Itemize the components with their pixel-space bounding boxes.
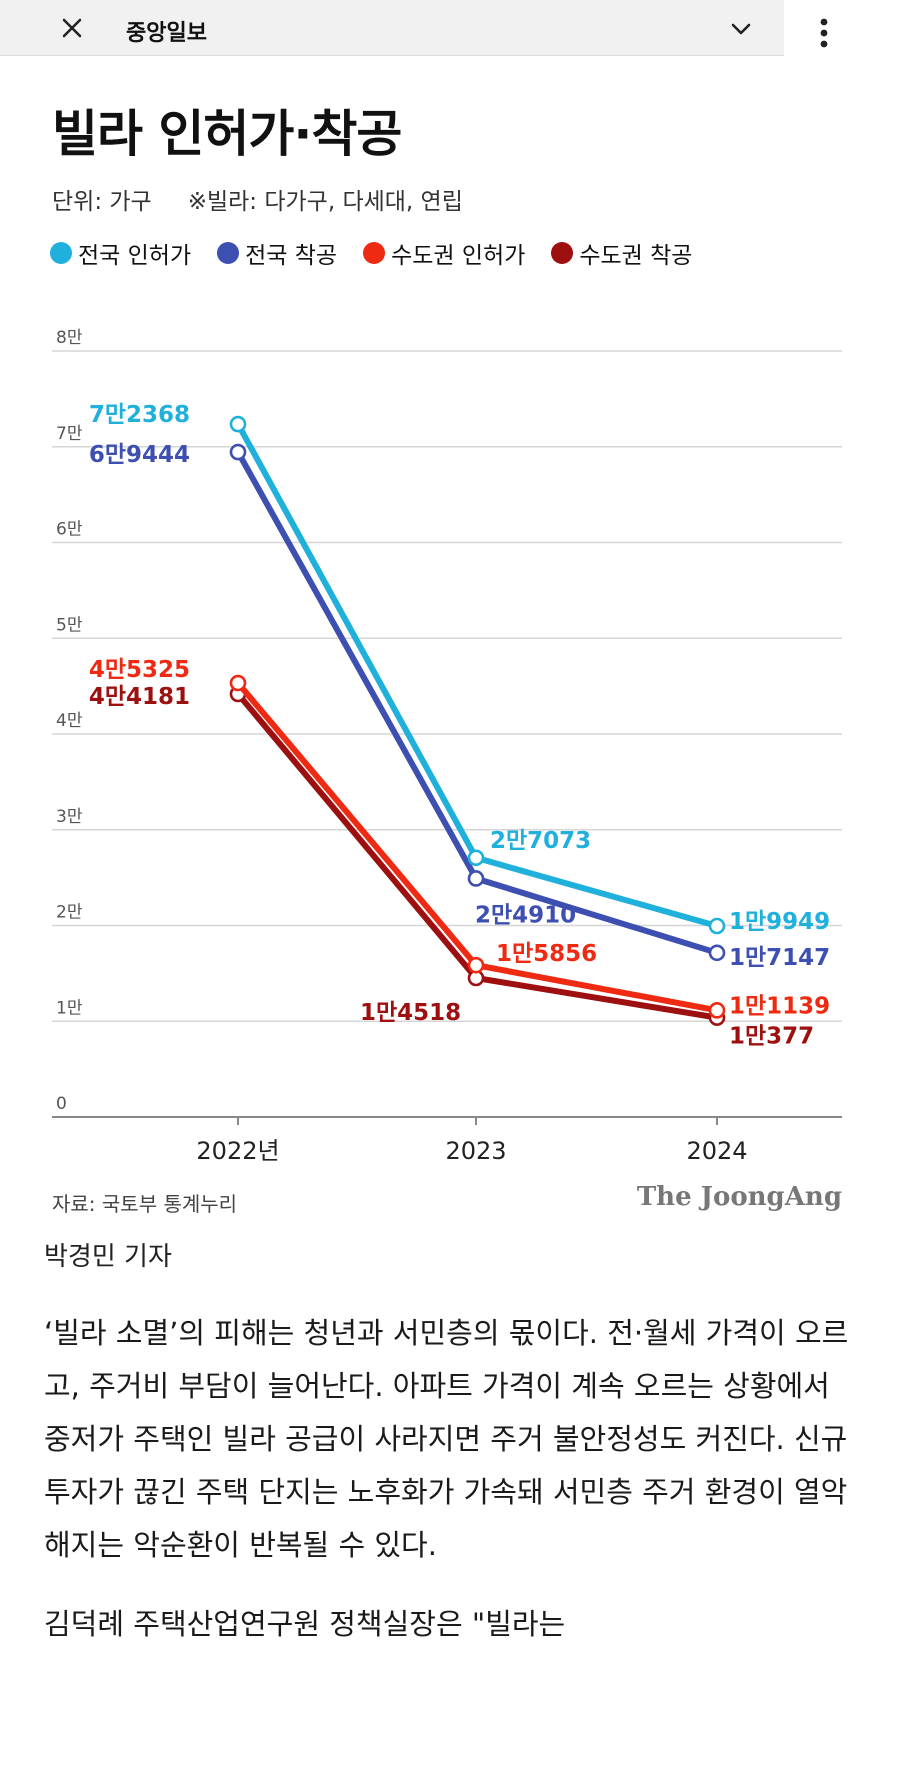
legend-swatch [363, 242, 386, 264]
legend-label: 전국 착공 [245, 243, 338, 269]
data-point [467, 870, 485, 887]
y-tick-label: 3만 [56, 807, 83, 827]
article-paragraph: ‘빌라 소멸’의 피해는 청년과 서민층의 몫이다. 전·월세 가격이 오르고,… [44, 1316, 849, 1562]
legend-swatch [50, 242, 72, 264]
data-point [229, 674, 247, 692]
y-tick-label: 7만 [56, 424, 83, 444]
data-label: 4만5325 [89, 657, 190, 683]
data-label: 2만4910 [475, 902, 576, 928]
x-tick-label: 2023 [445, 1137, 506, 1165]
legend-label: 수도권 인허가 [391, 243, 526, 269]
legend-item-metro-permit: 수도권 인허가 [363, 236, 525, 270]
data-label: 4만4181 [89, 684, 190, 710]
article-body: 박경민 기자 ‘빌라 소멸’의 피해는 청년과 서민층의 몫이다. 전·월세 가… [44, 1236, 864, 1677]
chart-figure: 빌라 인허가·착공 단위: 가구 ※빌라: 다가구, 다세대, 연립 전국 인허가… [0, 70, 900, 1250]
y-tick-label: 5만 [56, 615, 83, 635]
legend-item-national-start: 전국 착공 [217, 236, 337, 270]
brand-logo: The JoongAng [636, 1182, 842, 1212]
data-point [229, 415, 247, 433]
legend-item-national-permit: 전국 인허가 [50, 236, 191, 270]
y-tick-label: 1만 [56, 998, 83, 1018]
publication-title: 중앙일보 [126, 21, 207, 46]
top-bar: 중앙일보 [0, 0, 784, 56]
data-label: 6만9444 [89, 442, 190, 468]
data-label: 1만377 [729, 1024, 814, 1050]
chart-title: 빌라 인허가·착공 [52, 105, 402, 163]
legend-swatch [217, 242, 240, 264]
legend-item-metro-start: 수도권 착공 [551, 236, 692, 270]
chart-legend: 전국 인허가 전국 착공 수도권 인허가 수도권 착공 [50, 236, 692, 270]
y-tick-label: 2만 [56, 903, 83, 923]
close-icon[interactable] [56, 12, 88, 44]
y-tick-label: 0 [56, 1094, 67, 1114]
line-chart-plot: 0 1만 2만 3만 4만 5만 6만 7만 8만 2022년 2023 2024 7만2368 2만70… [52, 328, 842, 1165]
data-label: 1만9949 [729, 909, 830, 935]
more-vertical-icon[interactable] [800, 12, 848, 56]
data-point [467, 956, 485, 974]
x-tick-label: 2022년 [196, 1137, 279, 1165]
chart-unit-note: 단위: 가구 ※빌라: 다가구, 다세대, 연립 [52, 182, 463, 216]
y-tick-label: 4만 [56, 711, 83, 731]
data-label: 7만2368 [89, 402, 190, 428]
y-tick-label: 6만 [56, 520, 83, 540]
data-point [467, 849, 485, 867]
y-tick-label: 8만 [56, 328, 83, 348]
byline: 박경민 기자 [44, 1242, 172, 1272]
data-point [708, 944, 726, 962]
data-source: 자료: 국토부 통계누리 [52, 1192, 238, 1216]
data-label: 1만4518 [360, 1000, 461, 1026]
legend-label: 전국 인허가 [78, 243, 192, 269]
chevron-down-icon[interactable] [726, 14, 756, 44]
data-label: 1만7147 [729, 945, 830, 971]
legend-label: 수도권 착공 [579, 243, 693, 269]
data-point [229, 443, 247, 461]
unit-label: 단위: 가구 [52, 189, 152, 215]
data-label: 1만5856 [496, 941, 597, 967]
villa-definition-note: ※빌라: 다가구, 다세대, 연립 [187, 189, 463, 215]
data-point [708, 917, 726, 935]
legend-swatch [551, 242, 574, 264]
data-label: 1만1139 [729, 993, 830, 1019]
data-label: 2만7073 [490, 828, 591, 854]
data-point [708, 1002, 726, 1019]
x-tick-label: 2024 [686, 1137, 747, 1165]
article-paragraph: 김덕례 주택산업연구원 정책실장은 "빌라는 [44, 1607, 566, 1641]
